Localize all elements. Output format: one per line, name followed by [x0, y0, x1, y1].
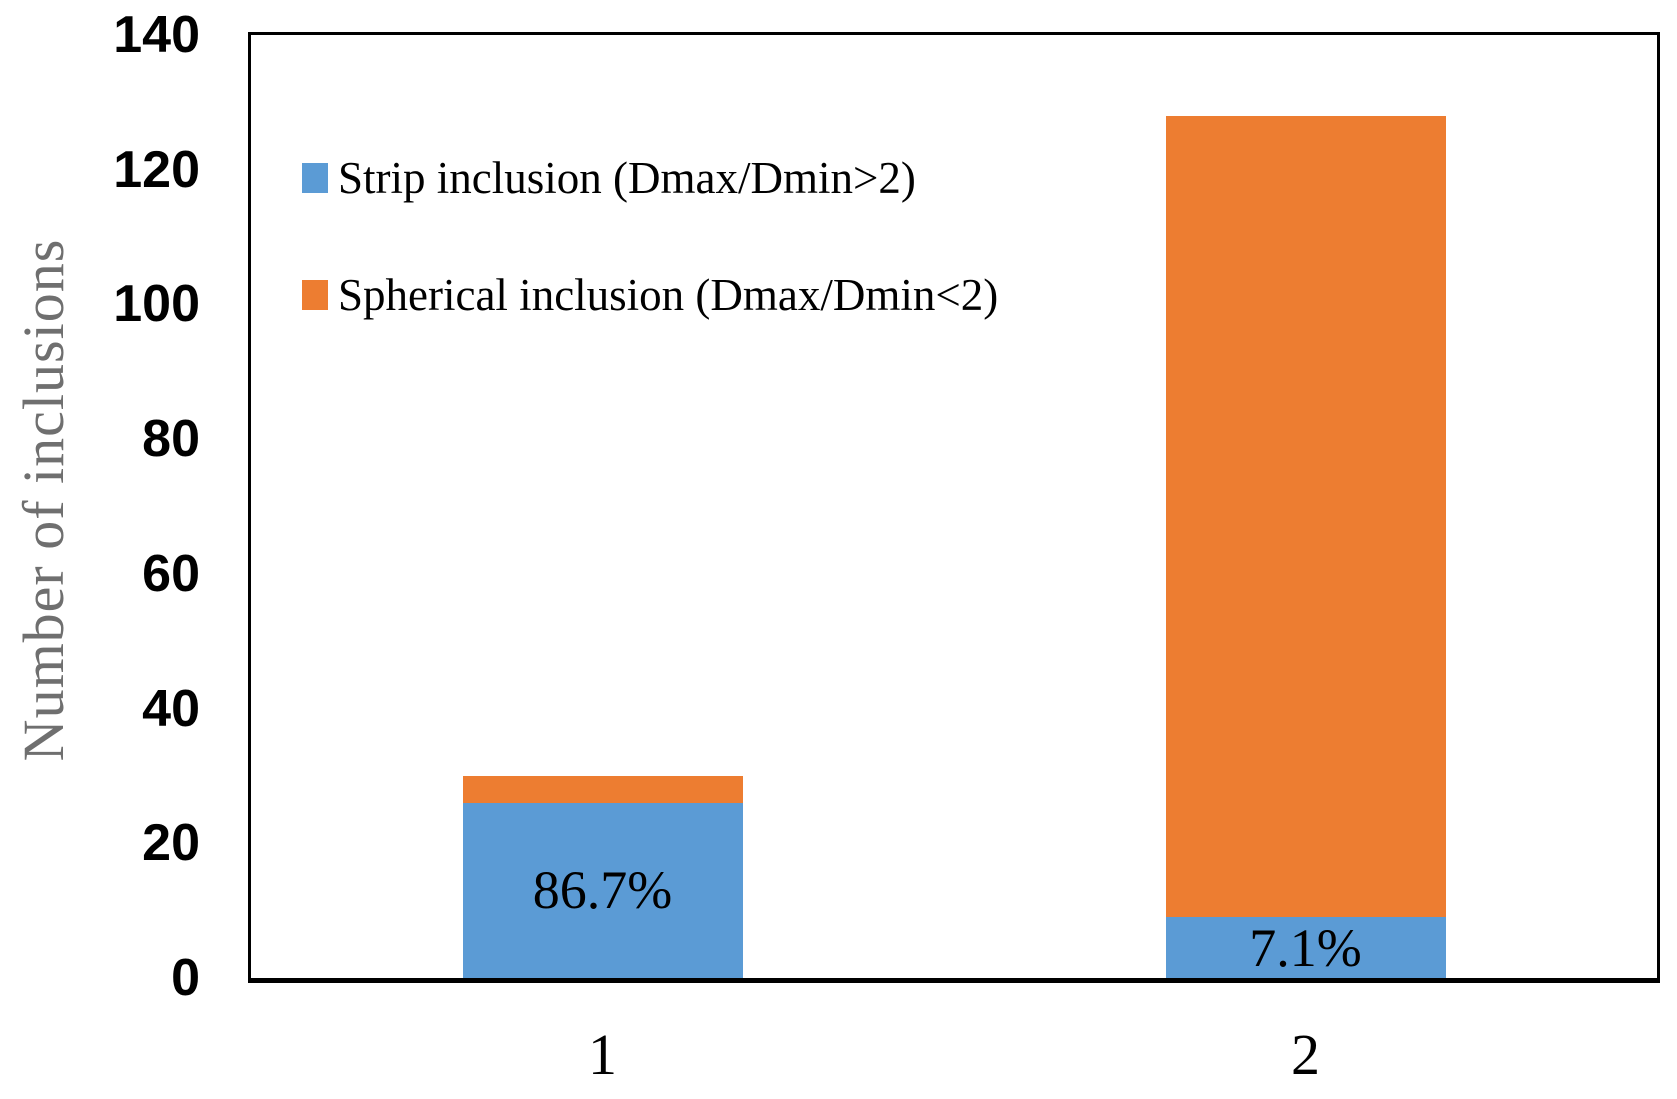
y-tick-label-20: 20 [142, 814, 200, 873]
legend-label-spherical: Spherical inclusion (Dmax/Dmin<2) [338, 270, 999, 320]
legend-item-strip: Strip inclusion (Dmax/Dmin>2) [302, 148, 998, 208]
bar-segment-strip-cat-1 [462, 802, 743, 978]
legend-swatch-spherical-icon [302, 280, 328, 310]
bar-segment-spherical-cat-1 [462, 775, 743, 803]
legend: Strip inclusion (Dmax/Dmin>2) Spherical … [302, 148, 998, 382]
y-tick-label-100: 100 [113, 275, 200, 334]
segment-percent-label-cat-2: 7.1% [1249, 917, 1362, 978]
y-tick-label-140: 140 [113, 6, 200, 64]
legend-label-strip: Strip inclusion (Dmax/Dmin>2) [338, 153, 916, 203]
bars-layer: 86.7% 7.1% [251, 35, 1657, 978]
legend-swatch-strip-icon [302, 163, 328, 193]
y-tick-label-0: 0 [171, 949, 200, 1007]
plot-area: 86.7% 7.1% Strip inclusion (Dmax/Dmin>2) … [248, 32, 1660, 983]
y-tick-label-80: 80 [142, 410, 200, 469]
segment-percent-label-cat-1: 86.7% [532, 860, 673, 921]
y-tick-label-120: 120 [113, 140, 200, 199]
bar-segment-strip-cat-2 [1165, 917, 1446, 978]
y-tick-label-60: 60 [142, 544, 200, 603]
x-category-label-1: 1 [588, 1022, 617, 1087]
x-category-label-2: 2 [1291, 1022, 1320, 1087]
y-tick-label-40: 40 [142, 679, 200, 738]
legend-item-spherical: Spherical inclusion (Dmax/Dmin<2) [302, 265, 998, 325]
y-axis-tick-labels: 0 20 40 60 80 100 120 140 [0, 6, 205, 1007]
bar-segment-spherical-cat-2 [1165, 115, 1446, 918]
